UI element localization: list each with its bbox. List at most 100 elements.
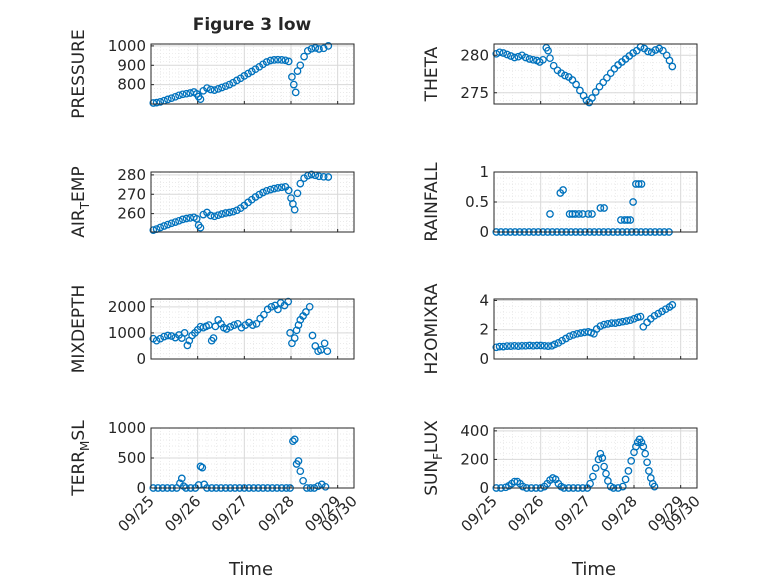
data-point — [549, 61, 558, 70]
data-point — [506, 52, 515, 60]
data-point — [510, 341, 519, 350]
data-point — [634, 180, 643, 188]
data-point — [307, 44, 316, 53]
y-axis-label: PRESSURE — [69, 29, 89, 118]
data-point — [163, 331, 172, 340]
data-point — [296, 467, 305, 476]
data-point — [651, 46, 660, 54]
data-point — [514, 52, 523, 61]
data-point — [222, 325, 231, 333]
data-point — [206, 211, 215, 220]
data-point — [288, 73, 296, 81]
data-point — [643, 458, 651, 467]
data-point — [521, 341, 530, 350]
axes-box — [150, 171, 355, 233]
data-point — [323, 347, 332, 356]
data-point — [300, 52, 308, 61]
data-point — [561, 71, 569, 80]
data-point — [578, 210, 587, 218]
data-point — [233, 206, 241, 215]
data-point — [618, 482, 627, 491]
data-point — [196, 223, 205, 232]
data-point — [645, 467, 653, 475]
y-axis-label: AIRTEMP — [69, 166, 92, 237]
data-point — [294, 321, 303, 329]
axes-box — [493, 427, 698, 489]
y-tick-label: 4 — [479, 291, 489, 309]
data-point — [320, 339, 329, 348]
data-point — [324, 173, 333, 181]
data-point — [305, 302, 314, 311]
data-point — [289, 437, 297, 446]
data-point — [167, 219, 176, 228]
y-tick-label: 0 — [479, 223, 489, 241]
data-point — [503, 50, 511, 59]
data-point — [199, 210, 208, 219]
data-point — [167, 332, 176, 340]
data-point — [281, 56, 290, 65]
data-point — [636, 312, 645, 321]
y-tick-label: 0.5 — [465, 193, 489, 211]
y-tick-label: 280 — [117, 166, 146, 184]
data-point — [180, 329, 189, 337]
data-point — [244, 69, 252, 78]
data-point — [600, 204, 608, 212]
data-point — [529, 55, 538, 64]
data-point — [149, 99, 158, 107]
data-point — [175, 216, 183, 225]
data-point — [624, 467, 633, 475]
data-point — [259, 188, 267, 197]
data-point — [626, 216, 635, 224]
data-point — [618, 317, 627, 326]
data-point — [221, 82, 230, 91]
data-point — [603, 73, 611, 82]
data-point — [267, 302, 276, 311]
data-point — [167, 94, 176, 103]
data-point — [521, 53, 530, 62]
data-point — [602, 469, 610, 478]
data-point — [290, 334, 299, 342]
data-point — [533, 341, 541, 350]
data-point — [588, 94, 596, 102]
y-tick-label: 275 — [460, 84, 489, 102]
data-point — [596, 449, 605, 458]
y-axis-label: RAINFALL — [422, 162, 442, 242]
data-point — [277, 183, 286, 192]
data-point — [284, 186, 293, 195]
data-point — [152, 98, 161, 107]
subplot-theta: 275 280 THETA — [422, 43, 698, 107]
data-point — [289, 80, 298, 89]
x-tick-label: 09/28 — [255, 492, 298, 535]
y-tick-label: 900 — [117, 56, 146, 74]
data-point — [156, 223, 165, 232]
x-tick-label: 09/27 — [551, 492, 594, 535]
figure-title: Figure 3 low — [193, 15, 312, 35]
data-point — [639, 322, 648, 331]
data-point — [266, 185, 275, 194]
data-point — [270, 56, 279, 64]
data-point — [248, 321, 257, 329]
data-point — [544, 46, 552, 55]
data-point — [262, 58, 271, 66]
data-point — [156, 334, 165, 343]
data-point — [647, 48, 656, 57]
data-point — [576, 86, 584, 95]
data-point — [178, 90, 187, 99]
data-point — [598, 454, 607, 462]
data-point — [203, 84, 211, 92]
x-tick-label: 09/27 — [208, 492, 251, 535]
data-point — [210, 212, 219, 221]
data-point — [152, 336, 161, 345]
data-point — [291, 88, 300, 97]
data-point — [650, 482, 659, 491]
data-point — [626, 316, 635, 325]
data-point — [218, 83, 226, 92]
data-point — [591, 464, 600, 472]
data-point — [668, 62, 677, 71]
data-point — [661, 305, 670, 314]
data-point — [641, 449, 650, 458]
data-point — [209, 334, 218, 342]
data-point — [615, 318, 623, 327]
axes-box — [493, 43, 698, 105]
